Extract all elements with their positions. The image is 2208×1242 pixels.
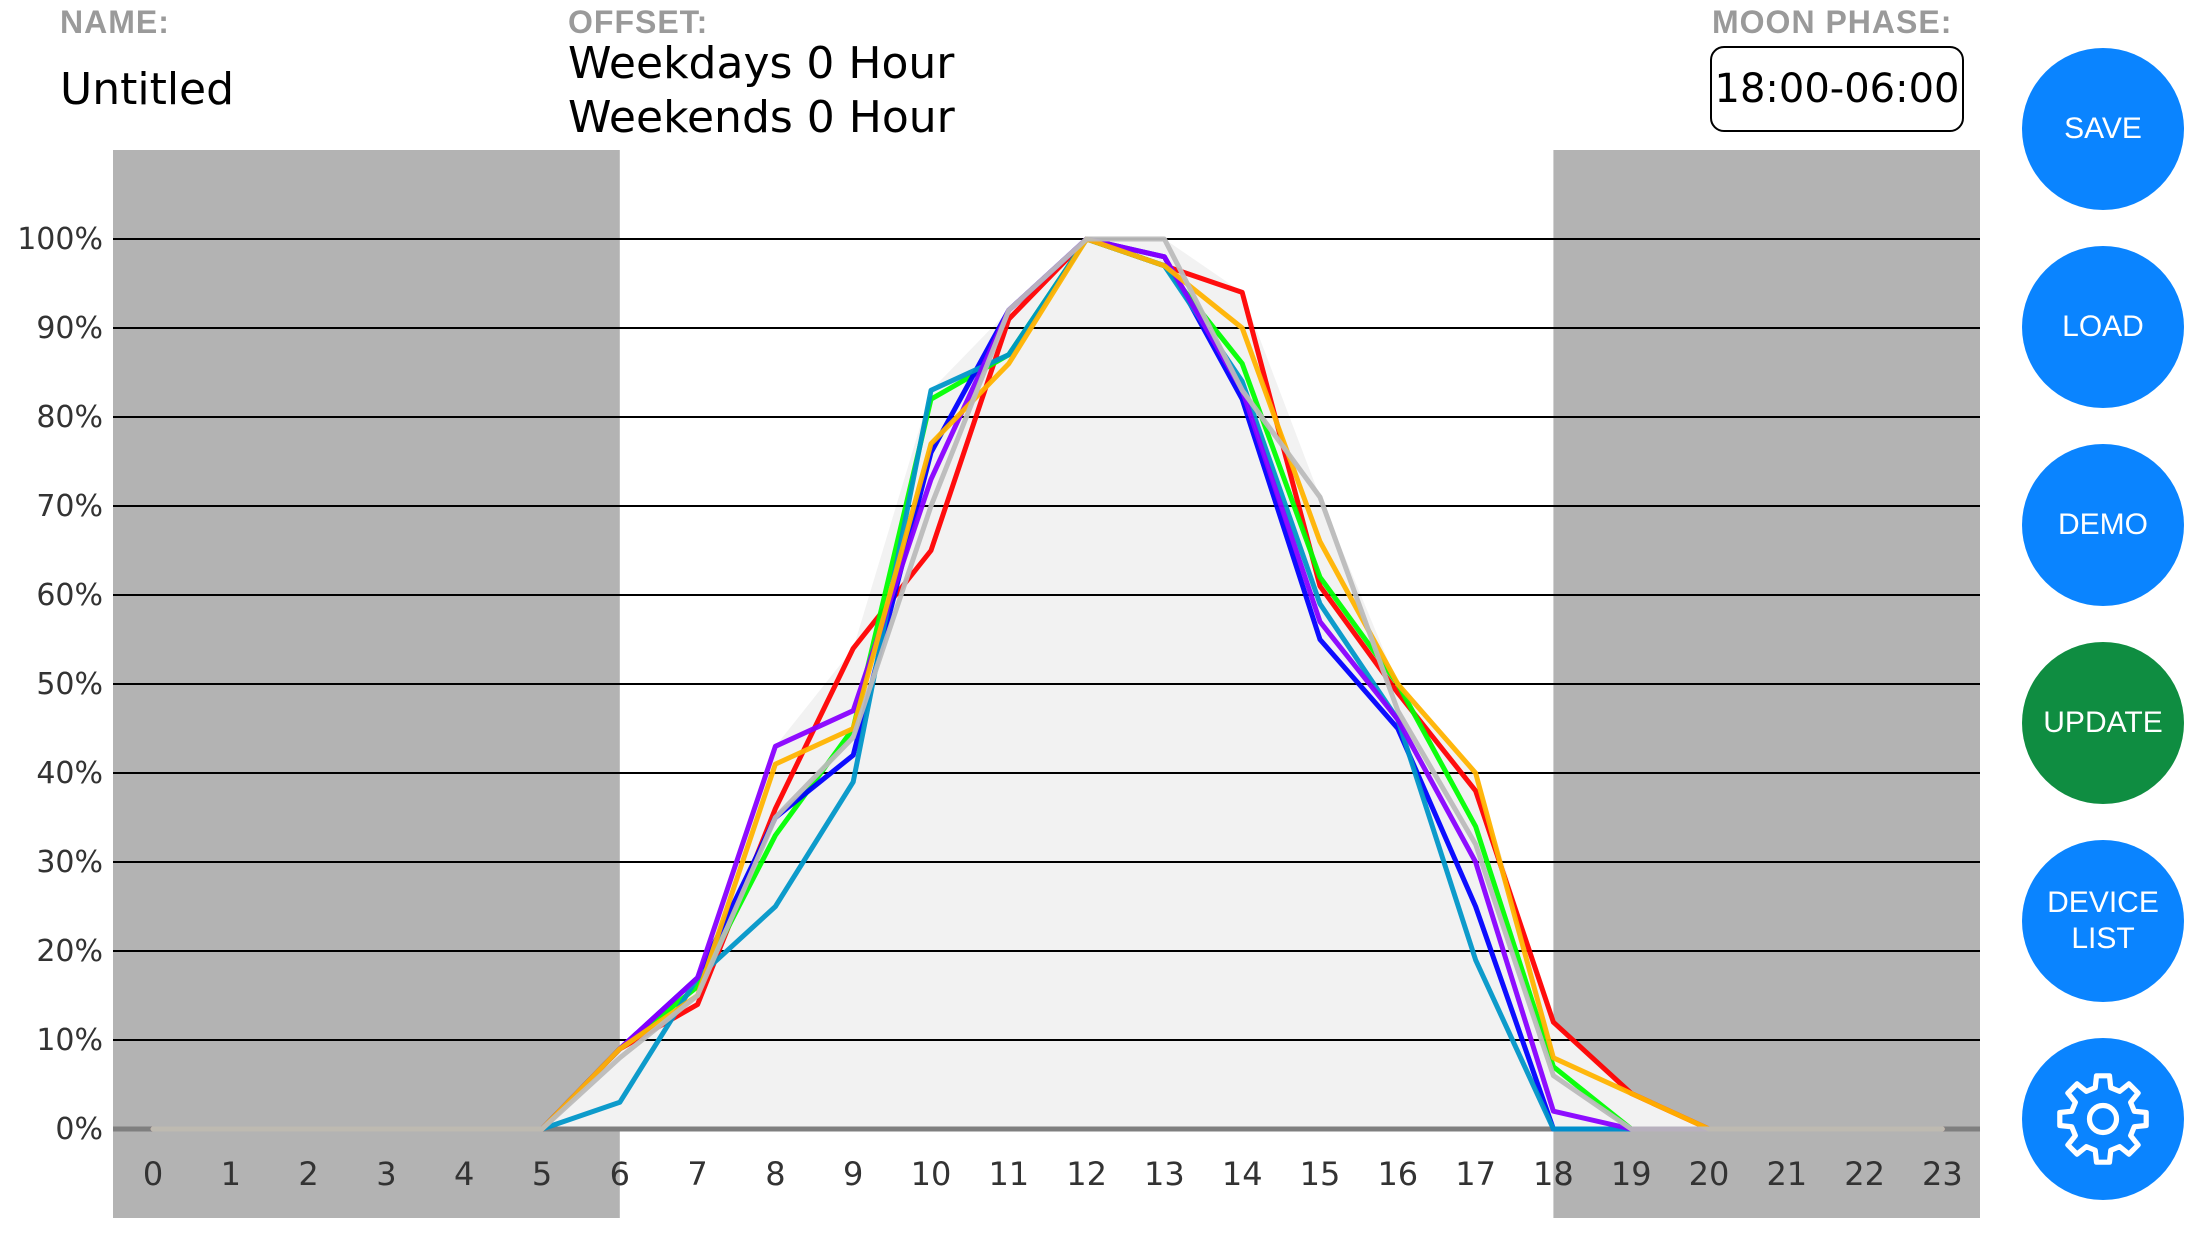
moon-phase-label: MOON PHASE: bbox=[1712, 4, 1953, 40]
x-tick-label: 16 bbox=[1377, 1155, 1418, 1193]
update-button[interactable]: UPDATE bbox=[2022, 642, 2184, 804]
y-tick-label: 60% bbox=[36, 578, 103, 613]
settings-button[interactable] bbox=[2022, 1038, 2184, 1200]
x-tick-label: 7 bbox=[687, 1155, 707, 1193]
x-tick-label: 19 bbox=[1611, 1155, 1652, 1193]
y-tick-label: 40% bbox=[36, 756, 103, 791]
gear-icon bbox=[2057, 1073, 2149, 1165]
x-tick-label: 8 bbox=[765, 1155, 785, 1193]
x-tick-label: 18 bbox=[1533, 1155, 1574, 1193]
series-line-6 bbox=[150, 236, 1945, 1132]
y-tick-label: 0% bbox=[55, 1112, 103, 1147]
x-tick-label: 9 bbox=[843, 1155, 863, 1193]
x-tick-label: 20 bbox=[1689, 1155, 1730, 1193]
x-tick-label: 11 bbox=[988, 1155, 1029, 1193]
offset-weekdays[interactable]: Weekdays 0 Hour bbox=[568, 38, 955, 89]
offset-weekends[interactable]: Weekends 0 Hour bbox=[568, 92, 955, 143]
x-tick-label: 12 bbox=[1066, 1155, 1107, 1193]
load-button[interactable]: LOAD bbox=[2022, 246, 2184, 408]
x-tick-label: 15 bbox=[1300, 1155, 1341, 1193]
x-tick-label: 2 bbox=[298, 1155, 318, 1193]
save-button[interactable]: SAVE bbox=[2022, 48, 2184, 210]
y-tick-label: 10% bbox=[36, 1023, 103, 1058]
x-tick-label: 5 bbox=[532, 1155, 552, 1193]
y-tick-label: 30% bbox=[36, 845, 103, 880]
demo-button[interactable]: DEMO bbox=[2022, 444, 2184, 606]
name-value[interactable]: Untitled bbox=[60, 64, 235, 115]
x-tick-label: 1 bbox=[221, 1155, 241, 1193]
y-tick-label: 80% bbox=[36, 400, 103, 435]
x-tick-label: 23 bbox=[1922, 1155, 1963, 1193]
x-tick-label: 3 bbox=[376, 1155, 396, 1193]
x-tick-label: 4 bbox=[454, 1155, 474, 1193]
offset-label: OFFSET: bbox=[568, 4, 709, 40]
y-tick-label: 100% bbox=[17, 222, 103, 257]
y-tick-label: 70% bbox=[36, 489, 103, 524]
x-tick-label: 10 bbox=[911, 1155, 952, 1193]
y-tick-label: 50% bbox=[36, 667, 103, 702]
x-tick-label: 21 bbox=[1766, 1155, 1807, 1193]
x-tick-label: 14 bbox=[1222, 1155, 1263, 1193]
y-tick-label: 20% bbox=[36, 934, 103, 969]
x-tick-label: 0 bbox=[143, 1155, 163, 1193]
x-tick-label: 17 bbox=[1455, 1155, 1496, 1193]
x-tick-label: 22 bbox=[1844, 1155, 1885, 1193]
x-tick-label: 6 bbox=[610, 1155, 630, 1193]
moon-phase-field[interactable]: 18:00-06:00 bbox=[1710, 46, 1964, 132]
y-tick-label: 90% bbox=[36, 311, 103, 346]
x-tick-label: 13 bbox=[1144, 1155, 1185, 1193]
name-label: NAME: bbox=[60, 4, 170, 40]
device-list-button[interactable]: DEVICE LIST bbox=[2022, 840, 2184, 1002]
